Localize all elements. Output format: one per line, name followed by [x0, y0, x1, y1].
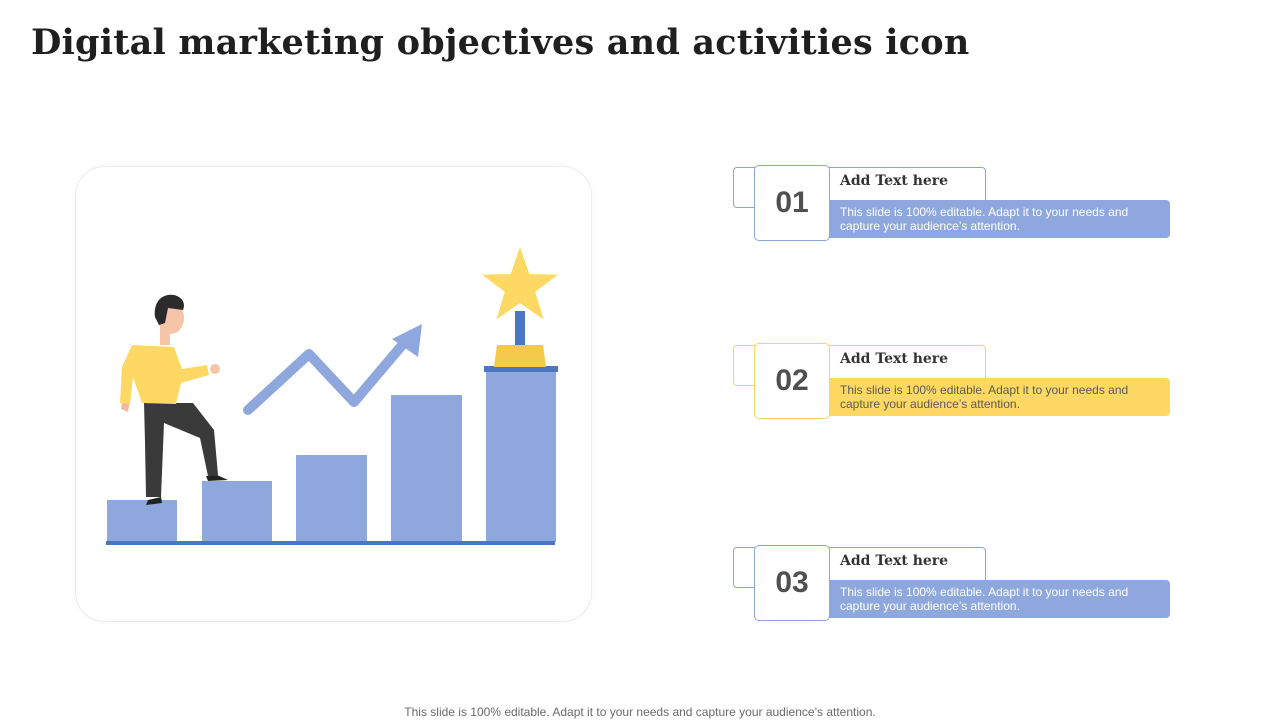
item-number: 01	[754, 165, 830, 241]
item-heading: Add Text here	[840, 553, 949, 569]
list-item-01: Add Text here This slide is 100% editabl…	[733, 165, 1173, 241]
growth-illustration	[106, 247, 558, 545]
item-number: 03	[754, 545, 830, 621]
item-heading: Add Text here	[840, 173, 949, 189]
trend-arrow-icon	[243, 324, 422, 415]
step-4	[391, 395, 462, 542]
person-climbing-icon	[120, 294, 228, 505]
list-item-02: Add Text here This slide is 100% editabl…	[733, 343, 1173, 419]
footer-note: This slide is 100% editable. Adapt it to…	[404, 705, 876, 719]
step-2	[202, 481, 272, 542]
page-title: Digital marketing objectives and activit…	[31, 22, 970, 63]
step-1	[107, 500, 177, 542]
illustration-card	[75, 166, 592, 622]
item-description: This slide is 100% editable. Adapt it to…	[825, 200, 1170, 238]
item-description: This slide is 100% editable. Adapt it to…	[825, 580, 1170, 618]
item-heading: Add Text here	[840, 351, 949, 367]
item-description: This slide is 100% editable. Adapt it to…	[825, 378, 1170, 416]
star-trophy-icon	[482, 247, 558, 367]
bar-steps	[106, 366, 558, 545]
baseline	[106, 541, 555, 545]
list-item-03: Add Text here This slide is 100% editabl…	[733, 545, 1173, 621]
item-number: 02	[754, 343, 830, 419]
step-3	[296, 455, 367, 542]
step-5-cap	[484, 366, 558, 372]
step-5	[486, 370, 556, 542]
